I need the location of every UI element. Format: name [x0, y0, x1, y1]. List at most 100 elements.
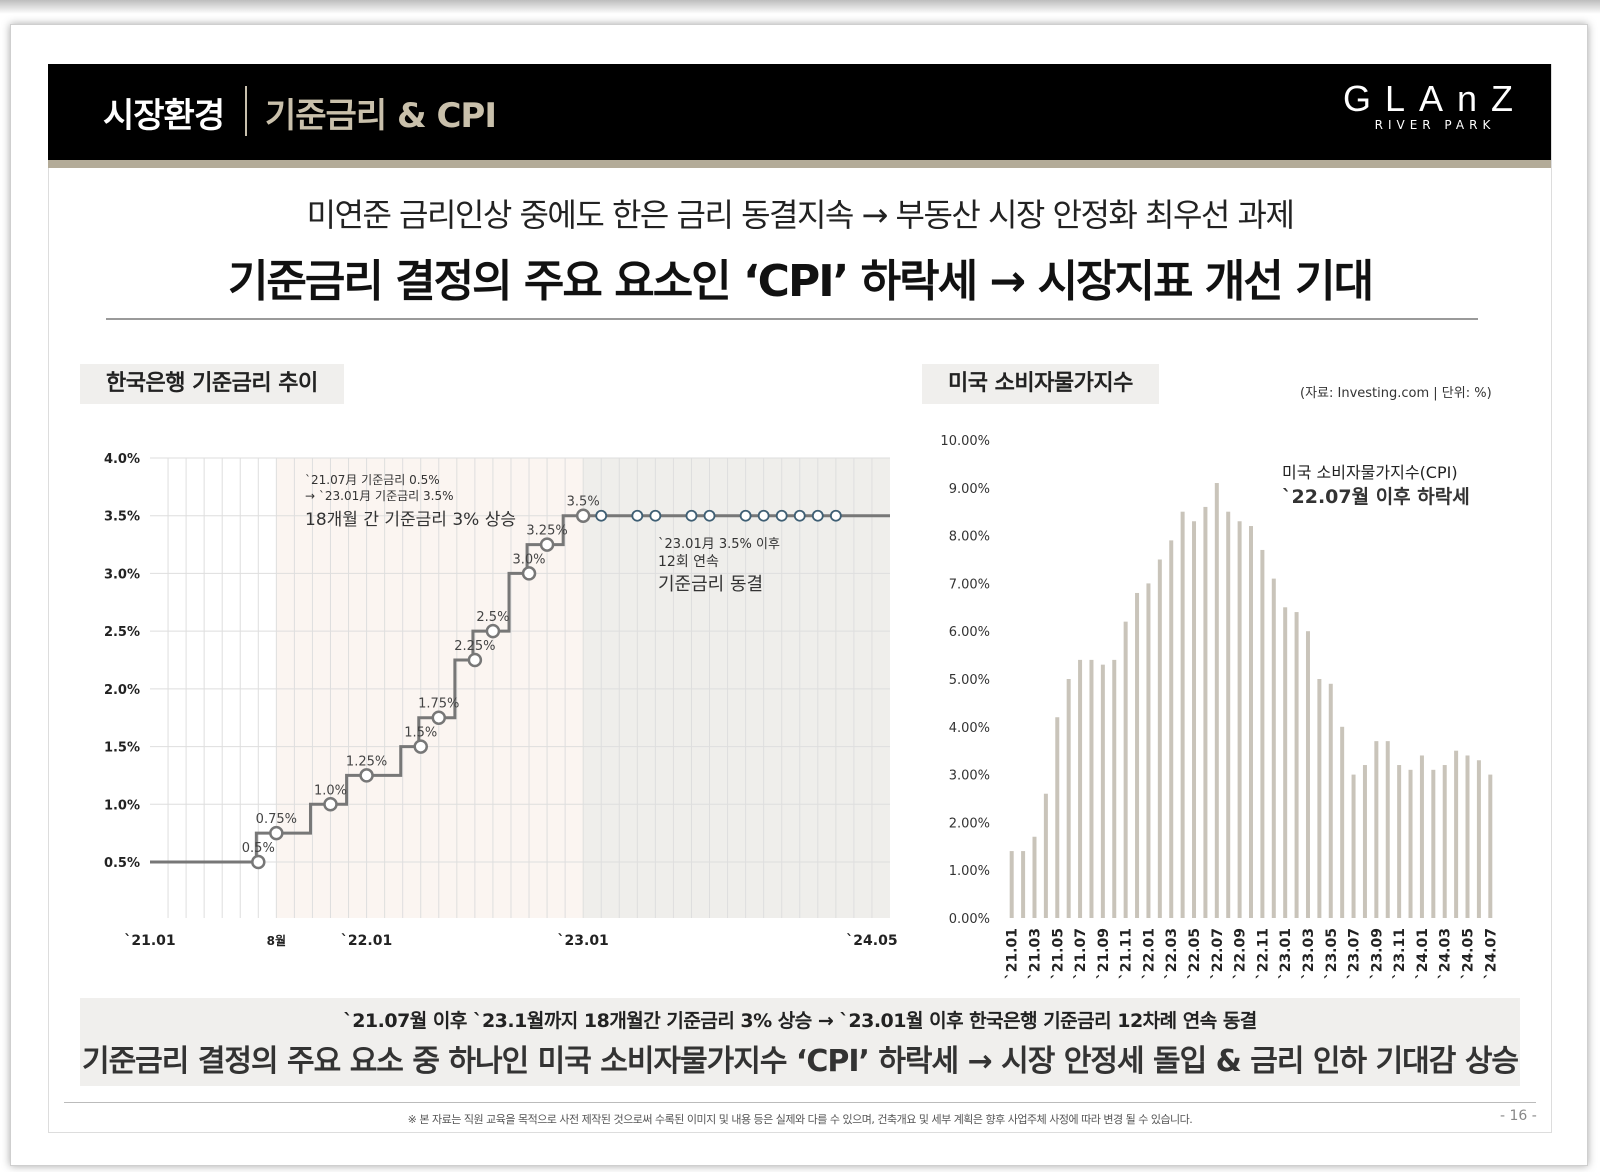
- cpi-bar: [1260, 549, 1265, 918]
- header-subtitle: 기준금리 & CPI: [265, 96, 497, 136]
- freeze-note-1: `23.01月 3.5% 이후: [658, 537, 780, 552]
- cpi-x-tick-label: `22.07: [1210, 928, 1226, 979]
- cpi-x-tick-label: `21.07: [1073, 928, 1089, 979]
- freeze-marker: [703, 509, 716, 522]
- rate-marker: [323, 797, 338, 812]
- cpi-y-tick-label: 8.00%: [949, 530, 990, 545]
- cpi-y-tick-label: 7.00%: [949, 577, 990, 592]
- rate-y-tick-label: 1.5%: [104, 741, 140, 756]
- cpi-y-tick-label: 1.00%: [949, 864, 990, 879]
- cpi-bar: [1192, 521, 1197, 918]
- rate-marker-label: 3.0%: [513, 552, 546, 567]
- cpi-bar: [1340, 726, 1345, 918]
- rate-y-tick-label: 3.5%: [104, 510, 140, 525]
- cpi-y-tick-label: 3.00%: [949, 769, 990, 784]
- rate-marker-label: 0.5%: [242, 841, 275, 856]
- rate-marker: [467, 652, 483, 668]
- cpi-bar: [1454, 750, 1459, 918]
- header-title: 시장환경: [103, 96, 225, 136]
- freeze-marker: [739, 509, 752, 522]
- freeze-marker: [829, 509, 842, 522]
- rate-x-tick-label: `21.01: [124, 933, 175, 949]
- rate-y-tick-label: 0.5%: [104, 856, 140, 871]
- left-chart-title: 한국은행 기준금리 추이: [80, 364, 344, 404]
- cpi-bar: [1294, 612, 1299, 918]
- footer-divider: [64, 1102, 1536, 1103]
- cpi-y-tick-label: 10.00%: [940, 434, 990, 449]
- cpi-x-tick-label: `21.11: [1119, 928, 1135, 979]
- cpi-bar: [1123, 621, 1128, 918]
- rate-marker-label: 3.5%: [567, 495, 600, 510]
- rate-marker: [431, 710, 447, 725]
- cpi-bar: [1078, 659, 1083, 918]
- cpi-bar: [1351, 774, 1356, 918]
- rate-marker: [485, 623, 501, 639]
- cpi-x-tick-label: `22.03: [1164, 928, 1180, 979]
- rate-marker-label: 1.5%: [404, 726, 437, 741]
- cpi-x-tick-label: `22.11: [1255, 928, 1271, 979]
- cpi-y-tick-label: 4.00%: [949, 721, 990, 736]
- rate-note-2: → `23.01月 기준금리 3.5%: [305, 489, 454, 503]
- cpi-bar: [1055, 717, 1060, 918]
- cpi-bar: [1226, 511, 1231, 918]
- cpi-bar: [1476, 760, 1481, 918]
- cpi-bar: [1237, 521, 1242, 918]
- right-chart-title: 미국 소비자물가지수: [922, 364, 1159, 404]
- cpi-bar: [1374, 741, 1379, 918]
- cpi-x-tick-label: `22.05: [1187, 928, 1203, 979]
- rate-note-3: 18개월 간 기준금리 3% 상승: [305, 510, 516, 530]
- cpi-bar: [1089, 659, 1094, 918]
- rate-marker: [413, 739, 428, 754]
- summary-box: `21.07월 이후 `23.1월까지 18개월간 기준금리 3% 상승 → `…: [80, 998, 1520, 1086]
- cpi-x-tick-label: `23.03: [1301, 928, 1317, 979]
- freeze-marker: [649, 509, 662, 522]
- cpi-bar: [1066, 679, 1071, 918]
- rate-marker: [251, 854, 266, 870]
- header-separator: [245, 86, 247, 136]
- cpi-x-tick-label: `23.09: [1369, 928, 1385, 979]
- rate-marker: [539, 537, 555, 552]
- cpi-bar: [1021, 851, 1026, 918]
- cpi-bar: [1100, 664, 1105, 918]
- cpi-x-tick-label: `21.05: [1050, 928, 1066, 979]
- rate-marker: [269, 825, 284, 841]
- header-bar: 시장환경 기준금리 & CPI GLAnZ RIVER PARK: [48, 64, 1551, 160]
- logo-sub-text: RIVER PARK: [1374, 118, 1496, 132]
- rate-y-tick-label: 3.0%: [104, 567, 140, 582]
- cpi-x-tick-label: `21.09: [1096, 928, 1112, 979]
- footer-disclaimer: ※ 본 자료는 직원 교육을 목적으로 사전 제작된 것으로써 수록된 이미지 …: [407, 1113, 1193, 1126]
- cpi-note-1: 미국 소비자물가지수(CPI): [1282, 463, 1458, 482]
- cpi-y-tick-label: 9.00%: [949, 482, 990, 497]
- rate-x-tick-label: `23.01: [558, 933, 609, 949]
- cpi-x-tick-label: `22.01: [1141, 928, 1157, 979]
- cpi-x-tick-label: `21.03: [1027, 928, 1043, 979]
- rate-marker-label: 2.25%: [454, 639, 495, 654]
- rate-x-tick-label: `24.05: [846, 933, 897, 949]
- rate-x-tick-label: 8월: [267, 933, 286, 948]
- rate-marker-label: 1.0%: [314, 783, 347, 798]
- freeze-marker: [685, 509, 698, 522]
- cpi-bar: [1397, 765, 1402, 918]
- cpi-x-tick-label: `23.05: [1324, 928, 1340, 979]
- summary-line-2: 기준금리 결정의 주요 요소 중 하나인 미국 소비자물가지수 ‘CPI’ 하락…: [81, 1044, 1519, 1079]
- cpi-bar: [1214, 483, 1219, 918]
- cpi-bar: [1385, 741, 1390, 918]
- cpi-bar: [1465, 755, 1470, 918]
- cpi-x-tick-label: `23.07: [1347, 928, 1363, 979]
- cpi-x-tick-label: `23.01: [1278, 928, 1294, 979]
- freeze-note-3: 기준금리 동결: [658, 574, 763, 595]
- cpi-x-tick-label: `21.01: [1005, 928, 1021, 979]
- cpi-bar: [1271, 578, 1276, 918]
- rate-y-tick-label: 2.0%: [104, 683, 140, 698]
- freeze-marker: [775, 509, 788, 522]
- cpi-bar: [1362, 765, 1367, 918]
- cpi-bar: [1032, 836, 1037, 918]
- brand-logo: GLAnZ RIVER PARK: [1343, 78, 1527, 132]
- freeze-note-2: 12회 연속: [658, 554, 719, 570]
- cpi-y-tick-label: 2.00%: [949, 816, 990, 831]
- cpi-bar: [1442, 765, 1447, 918]
- cpi-x-tick-label: `24.01: [1415, 928, 1431, 979]
- hike-period-band: [276, 458, 584, 918]
- headline-line-1: 미연준 금리인상 중에도 한은 금리 동결지속 → 부동산 시장 안정화 최우선…: [306, 196, 1295, 234]
- freeze-marker: [811, 509, 824, 522]
